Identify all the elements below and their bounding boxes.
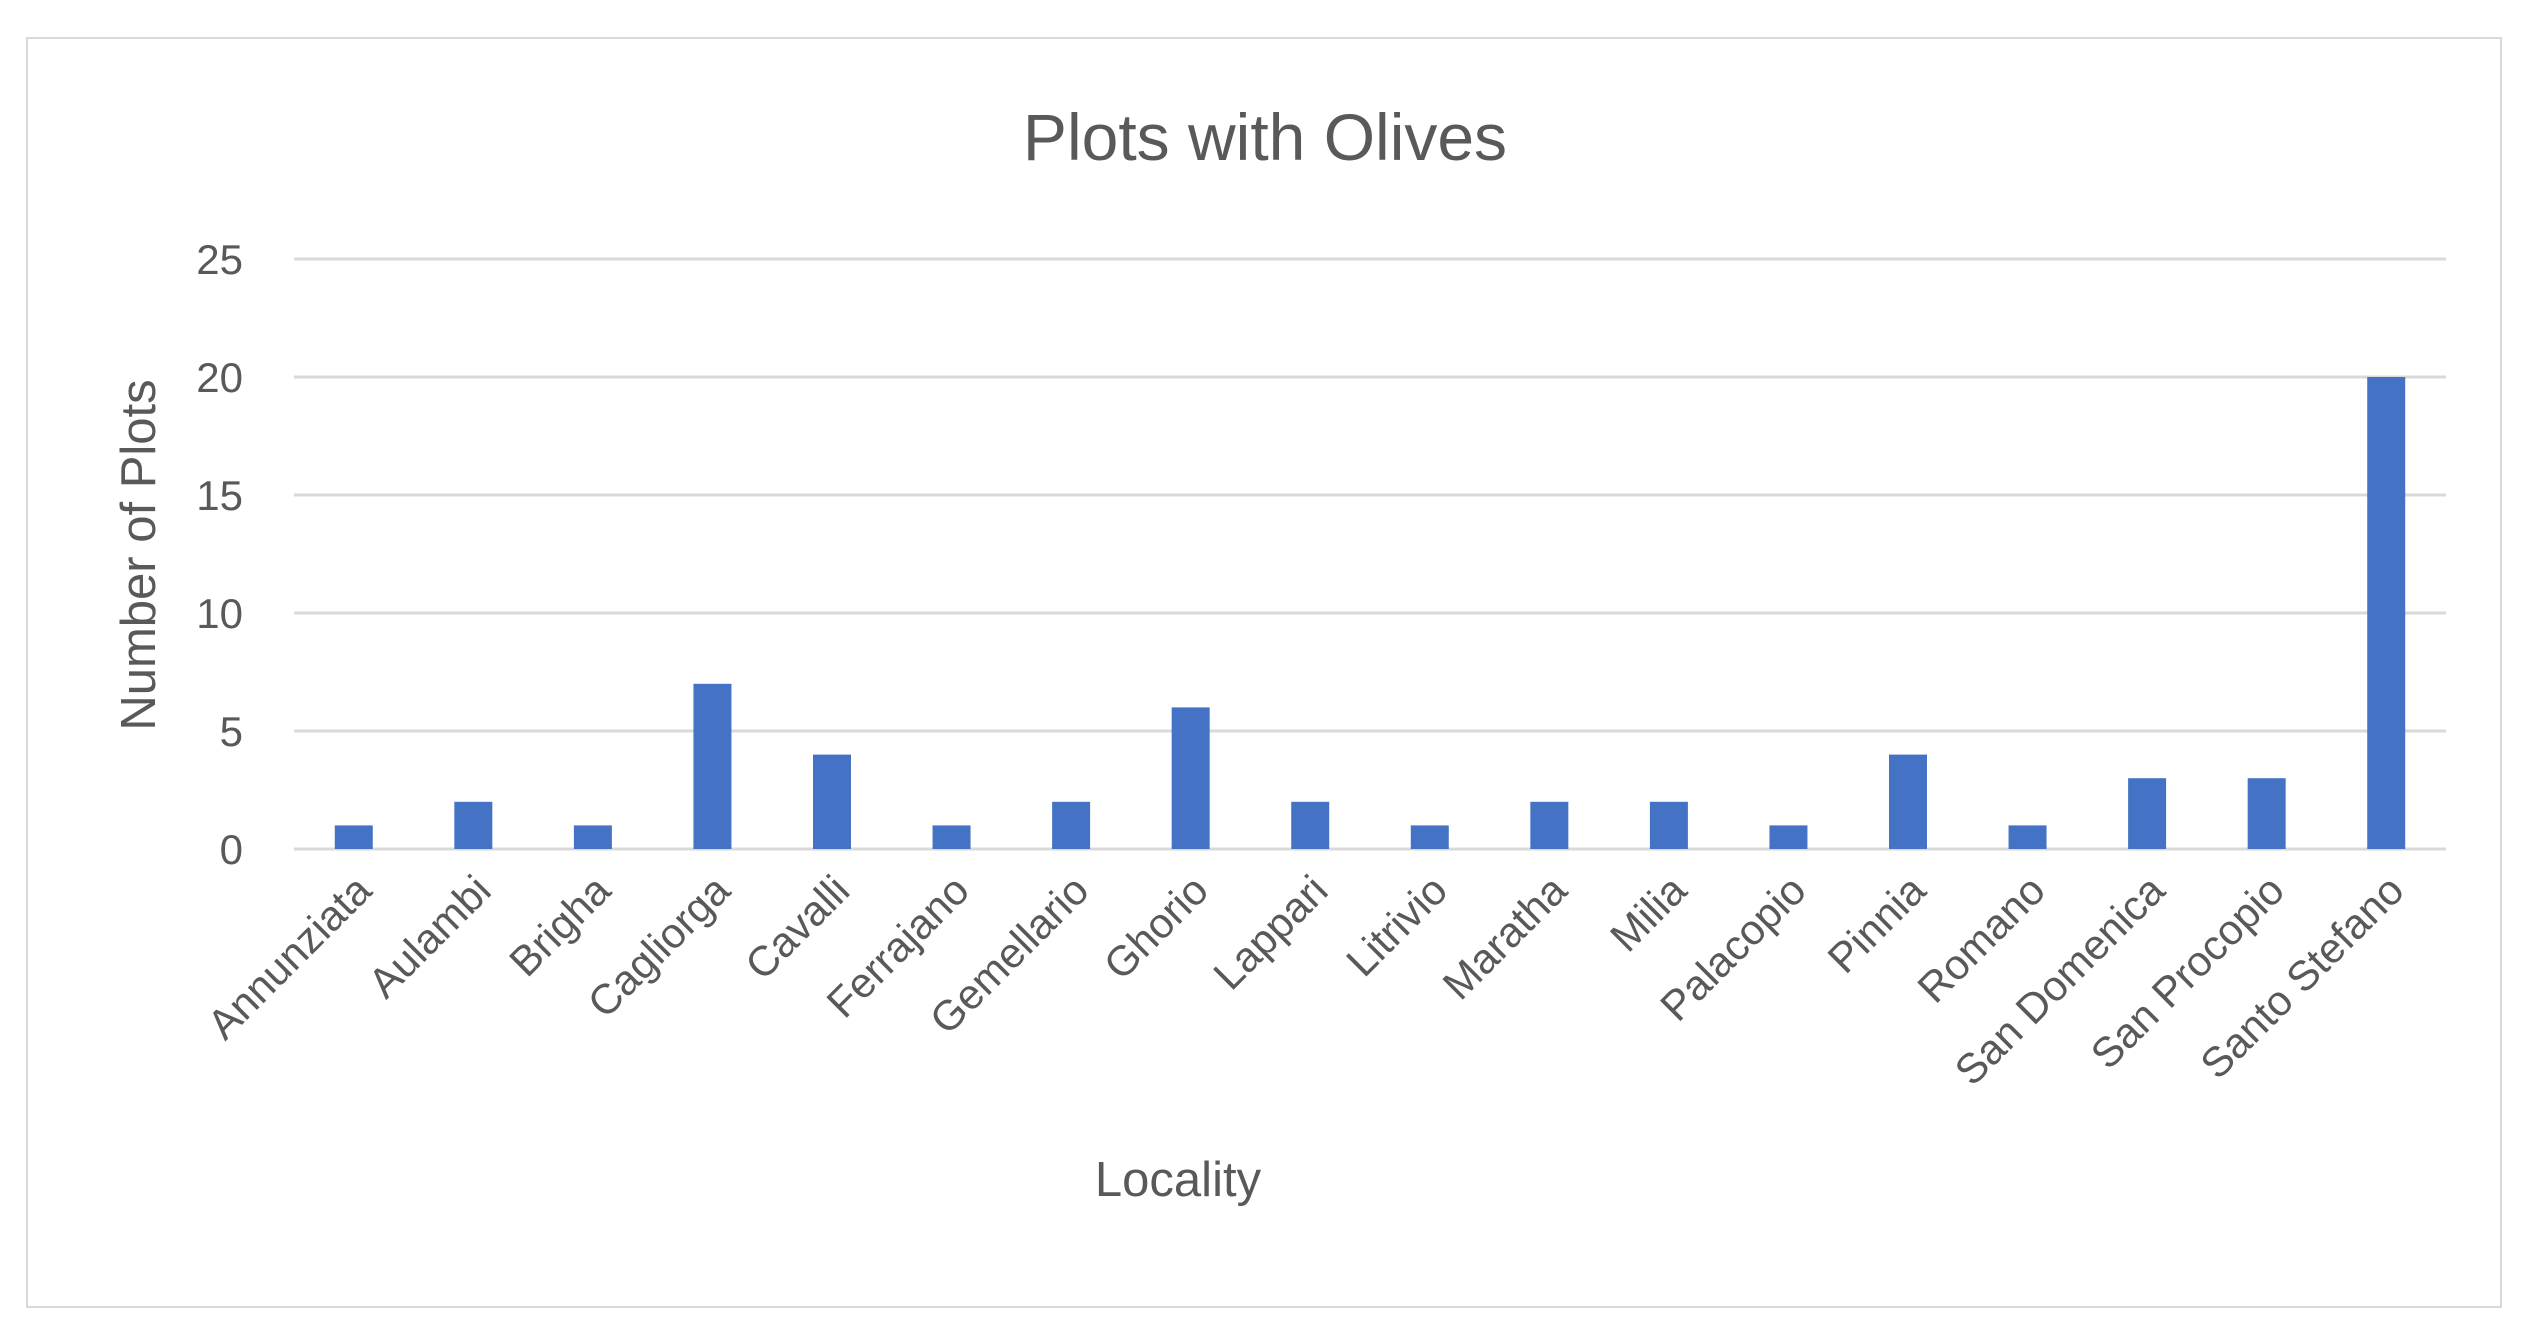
x-tick-label: Pinnia [1819, 866, 1935, 982]
bar [2128, 778, 2167, 849]
x-tick-label: Litrivio [1337, 866, 1456, 985]
x-tick-label: Ghorio [1095, 866, 1217, 988]
y-tick-label: 5 [220, 708, 243, 755]
bar [1052, 801, 1091, 849]
x-tick-label: Aulambi [359, 866, 500, 1007]
bar [1291, 801, 1330, 849]
bar [2247, 778, 2286, 849]
bar [1530, 801, 1569, 849]
bar [1889, 754, 1927, 849]
x-tick-label: Annunziata [198, 866, 380, 1048]
x-tick-label: San Domenica [1945, 866, 2173, 1094]
x-axis-title: Locality [1095, 1153, 1262, 1207]
bars [334, 377, 2406, 849]
bar [573, 825, 612, 849]
bar [2008, 825, 2047, 849]
y-tick-label: 10 [196, 590, 243, 637]
bar [454, 801, 493, 849]
bar [813, 754, 851, 849]
y-axis-ticks: 0 5 10 15 20 25 [196, 236, 243, 873]
y-tick-label: 15 [196, 472, 243, 519]
bar [932, 825, 971, 849]
x-tick-label: Santo Stefano [2191, 866, 2412, 1087]
y-tick-label: 0 [220, 826, 243, 873]
y-tick-label: 25 [196, 236, 243, 283]
x-tick-label: Milia [1601, 866, 1696, 961]
chart-frame [26, 37, 2502, 1308]
bar [1769, 825, 1808, 849]
x-tick-label: Brigha [500, 866, 620, 986]
y-axis-title: Number of Plots [112, 379, 166, 730]
x-tick-label: Lappari [1204, 866, 1336, 998]
bar [1649, 801, 1688, 849]
bar [1410, 825, 1449, 849]
chart-title: Plots with Olives [1023, 100, 1507, 174]
y-tick-label: 20 [196, 354, 243, 401]
x-tick-label: Maratha [1434, 866, 1577, 1009]
gridlines [294, 257, 2446, 851]
bar [334, 825, 373, 849]
bar [693, 683, 732, 849]
bar [1171, 707, 1210, 849]
bar [2367, 377, 2406, 849]
